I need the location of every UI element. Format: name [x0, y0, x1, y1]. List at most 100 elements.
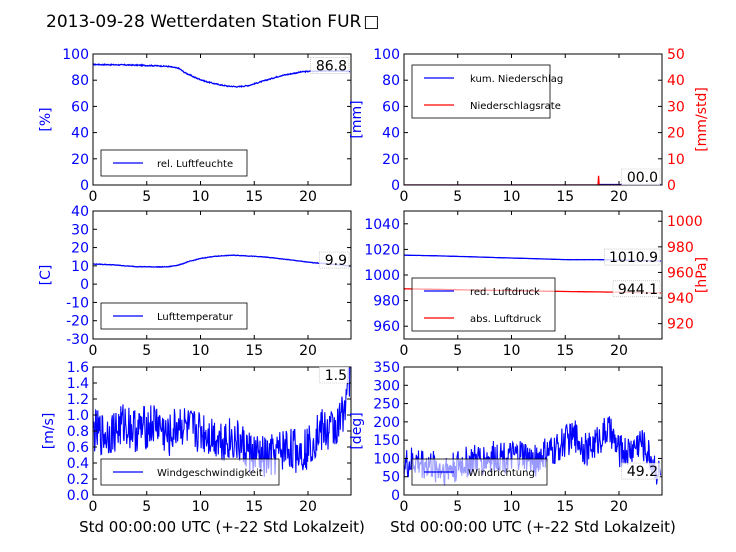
- x-tick-label: 15: [245, 499, 263, 515]
- x-tick-label: 5: [453, 499, 462, 515]
- y-tick-label: 60: [382, 99, 400, 115]
- series-line: [93, 62, 351, 88]
- series-line: [93, 367, 351, 477]
- x-tick-label: 10: [192, 343, 210, 359]
- last-value-label: 00.0: [627, 170, 658, 186]
- x-tick-label: 0: [89, 499, 98, 515]
- last-value-label: 1010.9: [609, 250, 658, 266]
- y-tick-label: 960: [373, 319, 400, 335]
- plot-frame: [403, 53, 663, 186]
- panel-wind-direction: 0 5 10 15 20050100150200250300350[deg]49.2Wi…: [349, 360, 663, 515]
- y-tick-label: -20: [66, 314, 89, 330]
- plot-frame: [92, 53, 352, 186]
- y-tick-label: 300: [373, 378, 400, 394]
- y-tick-label: 0: [80, 178, 89, 194]
- y-tick-label: 60: [71, 99, 89, 115]
- x-tick-label: 0: [400, 189, 409, 205]
- y-tick-label: 0: [391, 178, 400, 194]
- x-tick-label: 5: [142, 343, 151, 359]
- y-tick-label: 0: [80, 277, 89, 293]
- x-tick-label: 10: [503, 343, 521, 359]
- x-tick-label: 15: [556, 343, 574, 359]
- y2-axis-label: [hPa]: [694, 257, 710, 293]
- x-tick-label: 5: [453, 343, 462, 359]
- last-value-box: [621, 168, 661, 186]
- panel-humidity: 0 5 10 15 20 0 20 40 60 80 100 [%] 86.8 rel. Luftfeuc…: [38, 47, 352, 205]
- y-tick-label: 980: [373, 294, 400, 310]
- plot-frame: [403, 366, 663, 496]
- y-tick-label: -10: [66, 295, 89, 311]
- series-line: [404, 175, 661, 185]
- y-axis-label: [C]: [38, 265, 54, 286]
- last-value-box: [604, 248, 661, 266]
- last-value-box: [310, 56, 350, 74]
- panel-temperature: 0 5 10 15 20 -30 -20 -10 0 10 20 30 40 [C] 9.9 Lufttemp…: [38, 204, 352, 359]
- y2-tick-label: 0: [667, 178, 676, 194]
- y-tick-label: 0.2: [67, 472, 89, 488]
- figure-title: 2013-09-28 Wetterdaten Station FUR □: [46, 12, 379, 32]
- y-tick-label: 100: [373, 47, 400, 63]
- x-tick-label: 20: [299, 189, 317, 205]
- x-tick-label: 15: [245, 189, 263, 205]
- x-axis-label-right: Std 00:00:00 UTC (+-22 Std Lokalzeit): [390, 518, 676, 536]
- y2-axis-label: [mm/std]: [694, 87, 710, 152]
- last-value-label: 944.1: [618, 282, 658, 298]
- y2-tick-label: 940: [667, 291, 694, 307]
- y-tick-label: 200: [373, 415, 400, 431]
- x-tick-label: 5: [453, 189, 462, 205]
- y-tick-label: 1000: [364, 268, 400, 284]
- x-tick-label: 10: [192, 189, 210, 205]
- y2-tick-label: 50: [667, 47, 685, 63]
- x-tick-label: 0: [89, 343, 98, 359]
- last-value-label: 9.9: [325, 253, 347, 269]
- y2-tick-label: 20: [667, 126, 685, 142]
- legend-label: kum. Niederschlag: [470, 74, 563, 85]
- y-tick-label: 30: [71, 222, 89, 238]
- y-tick-label: 0.0: [67, 488, 89, 504]
- y-tick-label: 0.6: [67, 440, 89, 456]
- legend-label: Windgeschwindigkeit: [157, 468, 263, 479]
- x-axis-label-left: Std 00:00:00 UTC (+-22 Std Lokalzeit): [79, 518, 365, 536]
- y-axis-label: [%]: [38, 107, 54, 131]
- y-tick-label: 1020: [364, 242, 400, 258]
- y2-tick-label: 920: [667, 317, 694, 333]
- legend-label: Windrichtung: [468, 468, 535, 479]
- y-tick-label: 150: [373, 433, 400, 449]
- x-tick-label: 5: [142, 499, 151, 515]
- y-tick-label: 20: [71, 241, 89, 257]
- y2-tick-label: 10: [667, 152, 685, 168]
- x-tick-label: 15: [556, 189, 574, 205]
- y-tick-label: 10: [71, 259, 89, 275]
- y-tick-label: -30: [66, 332, 89, 348]
- y2-tick-label: 960: [667, 265, 694, 281]
- y2-tick-label: 40: [667, 73, 685, 89]
- y2-tick-label: 30: [667, 99, 685, 115]
- last-value-label: 1.5: [325, 368, 347, 384]
- y-tick-label: 20: [382, 152, 400, 168]
- x-tick-label: 0: [400, 499, 409, 515]
- legend-box: [411, 277, 556, 332]
- x-tick-label: 20: [610, 499, 628, 515]
- x-tick-label: 10: [192, 499, 210, 515]
- x-tick-label: 15: [245, 343, 263, 359]
- plot-frame: [92, 210, 352, 340]
- y-tick-label: 0: [391, 488, 400, 504]
- x-tick-label: 20: [299, 343, 317, 359]
- y2-tick-label: 1000: [667, 214, 703, 230]
- y-tick-label: 100: [373, 451, 400, 467]
- y-tick-label: 40: [382, 126, 400, 142]
- y2-tick-label: 980: [667, 240, 694, 256]
- x-tick-label: 0: [89, 189, 98, 205]
- y-tick-label: 1040: [364, 217, 400, 233]
- last-value-label: 49.2: [627, 464, 658, 480]
- last-value-box: [621, 462, 661, 480]
- legend-label: abs. Luftdruck: [470, 314, 541, 325]
- panel-pressure: 0 5 10 15 20 960 980 1000 1020 1040 920 940 960 980 10…: [364, 210, 710, 359]
- y-tick-label: 350: [373, 360, 400, 376]
- y-tick-label: 40: [71, 204, 89, 220]
- last-value-box: [318, 251, 350, 269]
- x-tick-label: 10: [503, 189, 521, 205]
- y-tick-label: 80: [71, 73, 89, 89]
- y-tick-label: 0.8: [67, 424, 89, 440]
